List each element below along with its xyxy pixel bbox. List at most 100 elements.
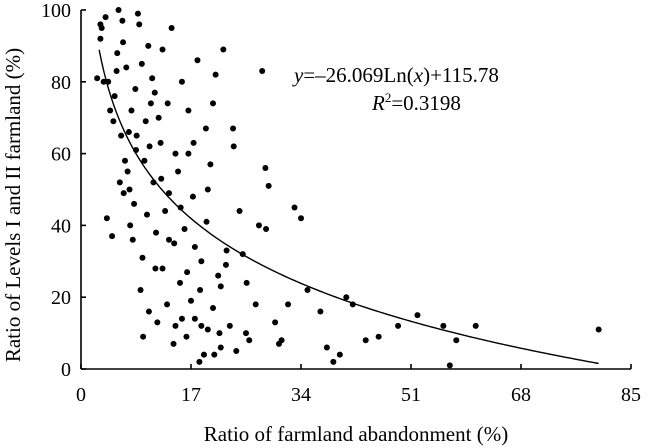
data-point bbox=[414, 312, 421, 319]
data-point bbox=[185, 107, 192, 114]
data-point bbox=[265, 182, 272, 189]
data-point bbox=[203, 218, 210, 225]
data-point bbox=[153, 229, 160, 236]
data-point bbox=[446, 362, 453, 369]
data-point bbox=[177, 279, 183, 286]
data-point bbox=[185, 150, 192, 157]
data-point bbox=[304, 287, 311, 294]
data-point bbox=[198, 322, 205, 329]
data-point bbox=[285, 301, 292, 308]
data-point bbox=[336, 351, 343, 358]
data-point bbox=[158, 175, 165, 182]
data-point bbox=[184, 269, 191, 276]
x-tick-label: 85 bbox=[621, 384, 641, 406]
y-tick-label: 100 bbox=[41, 0, 71, 22]
y-tick-label: 0 bbox=[61, 359, 71, 381]
y-tick-label: 40 bbox=[51, 215, 71, 237]
data-point bbox=[146, 143, 153, 150]
data-point bbox=[120, 190, 127, 197]
data-point bbox=[137, 287, 144, 294]
trendline bbox=[98, 49, 599, 365]
data-point bbox=[343, 294, 350, 301]
data-point bbox=[151, 89, 158, 96]
data-point bbox=[103, 215, 110, 222]
y-tick-label: 80 bbox=[51, 72, 71, 94]
data-point bbox=[109, 233, 116, 240]
data-point bbox=[259, 68, 266, 75]
data-point bbox=[110, 118, 117, 125]
data-point bbox=[472, 322, 479, 329]
data-point bbox=[212, 71, 219, 78]
data-point bbox=[291, 204, 298, 211]
data-point bbox=[202, 125, 209, 132]
data-point bbox=[323, 344, 330, 351]
data-point bbox=[170, 340, 177, 347]
data-point bbox=[252, 301, 259, 308]
data-point bbox=[230, 143, 237, 150]
x-tick-label: 68 bbox=[511, 384, 531, 406]
data-point bbox=[191, 243, 198, 250]
data-points bbox=[94, 7, 602, 369]
data-point bbox=[222, 261, 229, 268]
data-point bbox=[147, 100, 154, 107]
equation-end: )+115.78 bbox=[423, 63, 499, 87]
data-point bbox=[226, 322, 233, 329]
data-point bbox=[210, 304, 216, 311]
data-point bbox=[440, 322, 447, 329]
data-point bbox=[139, 254, 146, 261]
data-point bbox=[453, 337, 460, 344]
data-point bbox=[236, 208, 243, 215]
data-point bbox=[233, 348, 240, 355]
data-point bbox=[375, 333, 382, 340]
data-point bbox=[98, 24, 105, 31]
data-point bbox=[246, 337, 253, 344]
regression-equation: y=–26.069Ln(x)+115.78 bbox=[292, 63, 499, 87]
r-var: R bbox=[371, 91, 385, 115]
data-point bbox=[124, 168, 131, 175]
data-point bbox=[149, 75, 156, 82]
y-axis-ticks: 0 20 40 60 80 100 bbox=[41, 0, 86, 381]
x-tick-label: 51 bbox=[401, 384, 421, 406]
data-point bbox=[595, 326, 602, 333]
data-point bbox=[145, 42, 152, 49]
data-point bbox=[129, 236, 136, 243]
data-point bbox=[115, 7, 122, 13]
data-point bbox=[162, 208, 169, 215]
data-point bbox=[204, 186, 211, 193]
r-superscript: 2 bbox=[385, 90, 392, 105]
data-point bbox=[395, 322, 402, 329]
y-axis-title: Ratio of Levels I and II farmland (%) bbox=[1, 48, 25, 362]
r-squared-label: R2=0.3198 bbox=[371, 90, 461, 115]
data-point bbox=[131, 200, 138, 207]
data-point bbox=[243, 279, 250, 286]
data-point bbox=[126, 186, 133, 193]
data-point bbox=[120, 39, 127, 46]
data-point bbox=[272, 319, 279, 326]
data-point bbox=[255, 222, 262, 229]
data-point bbox=[122, 157, 128, 164]
data-point bbox=[172, 150, 179, 157]
data-point bbox=[194, 57, 201, 64]
data-point bbox=[107, 107, 114, 114]
data-point bbox=[330, 358, 337, 365]
data-point bbox=[223, 247, 230, 254]
x-axis-title: Ratio of farmland abandonment (%) bbox=[204, 422, 508, 446]
data-point bbox=[190, 139, 197, 146]
data-point bbox=[123, 64, 130, 71]
x-tick-label: 17 bbox=[181, 384, 201, 406]
data-point bbox=[94, 75, 101, 82]
data-point bbox=[262, 164, 269, 171]
data-point bbox=[159, 265, 166, 272]
y-tick-label: 20 bbox=[51, 287, 71, 309]
data-point bbox=[263, 225, 270, 232]
data-point bbox=[164, 301, 171, 308]
data-point bbox=[230, 125, 237, 132]
data-point bbox=[127, 222, 134, 229]
data-point bbox=[211, 351, 218, 358]
plot-area: 0 17 34 51 68 85 0 20 40 60 80 100 bbox=[41, 0, 641, 406]
data-point bbox=[175, 168, 182, 175]
data-point bbox=[243, 330, 249, 337]
data-point bbox=[102, 14, 109, 21]
data-point bbox=[178, 78, 185, 85]
equation-x-var: x bbox=[413, 63, 424, 87]
